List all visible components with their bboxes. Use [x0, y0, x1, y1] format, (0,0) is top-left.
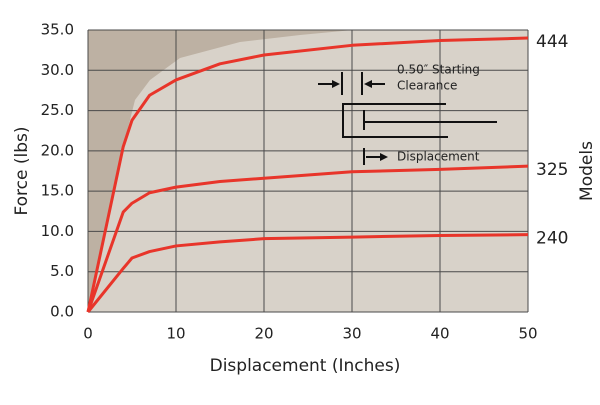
y2-axis-title: Models: [577, 141, 597, 201]
y-axis-title: Force (lbs): [12, 126, 32, 215]
x-tick-label: 20: [254, 325, 273, 343]
series-line: [86, 233, 529, 313]
series-label: 444: [536, 32, 568, 52]
series-label: 325: [536, 160, 568, 180]
y-tick-label: 10.0: [41, 222, 74, 240]
annotation: 0.50″ Starting: [397, 63, 480, 77]
y-tick-label: 25.0: [41, 101, 74, 119]
y-tick-label: 30.0: [41, 61, 74, 79]
x-tick-label: 40: [430, 325, 449, 343]
series-line: [86, 36, 529, 313]
x-tick-label: 0: [83, 325, 93, 343]
y-tick-label: 35.0: [41, 21, 74, 39]
clearance-diagram: [318, 72, 497, 165]
x-tick-label: 50: [518, 325, 537, 343]
y-tick-label: 15.0: [41, 182, 74, 200]
plot-area: [88, 30, 528, 312]
series-line: [86, 164, 529, 313]
x-tick-label: 30: [342, 325, 361, 343]
y-tick-label: 5.0: [50, 262, 74, 280]
annotation: Clearance: [397, 79, 457, 93]
annotation: Displacement: [397, 150, 480, 164]
y-tick-label: 0.0: [50, 303, 74, 321]
series-label: 240: [536, 229, 568, 249]
y-tick-label: 20.0: [41, 141, 74, 159]
shaded-region: [88, 30, 353, 312]
x-axis-title: Displacement (Inches): [210, 356, 401, 376]
x-tick-label: 10: [166, 325, 185, 343]
